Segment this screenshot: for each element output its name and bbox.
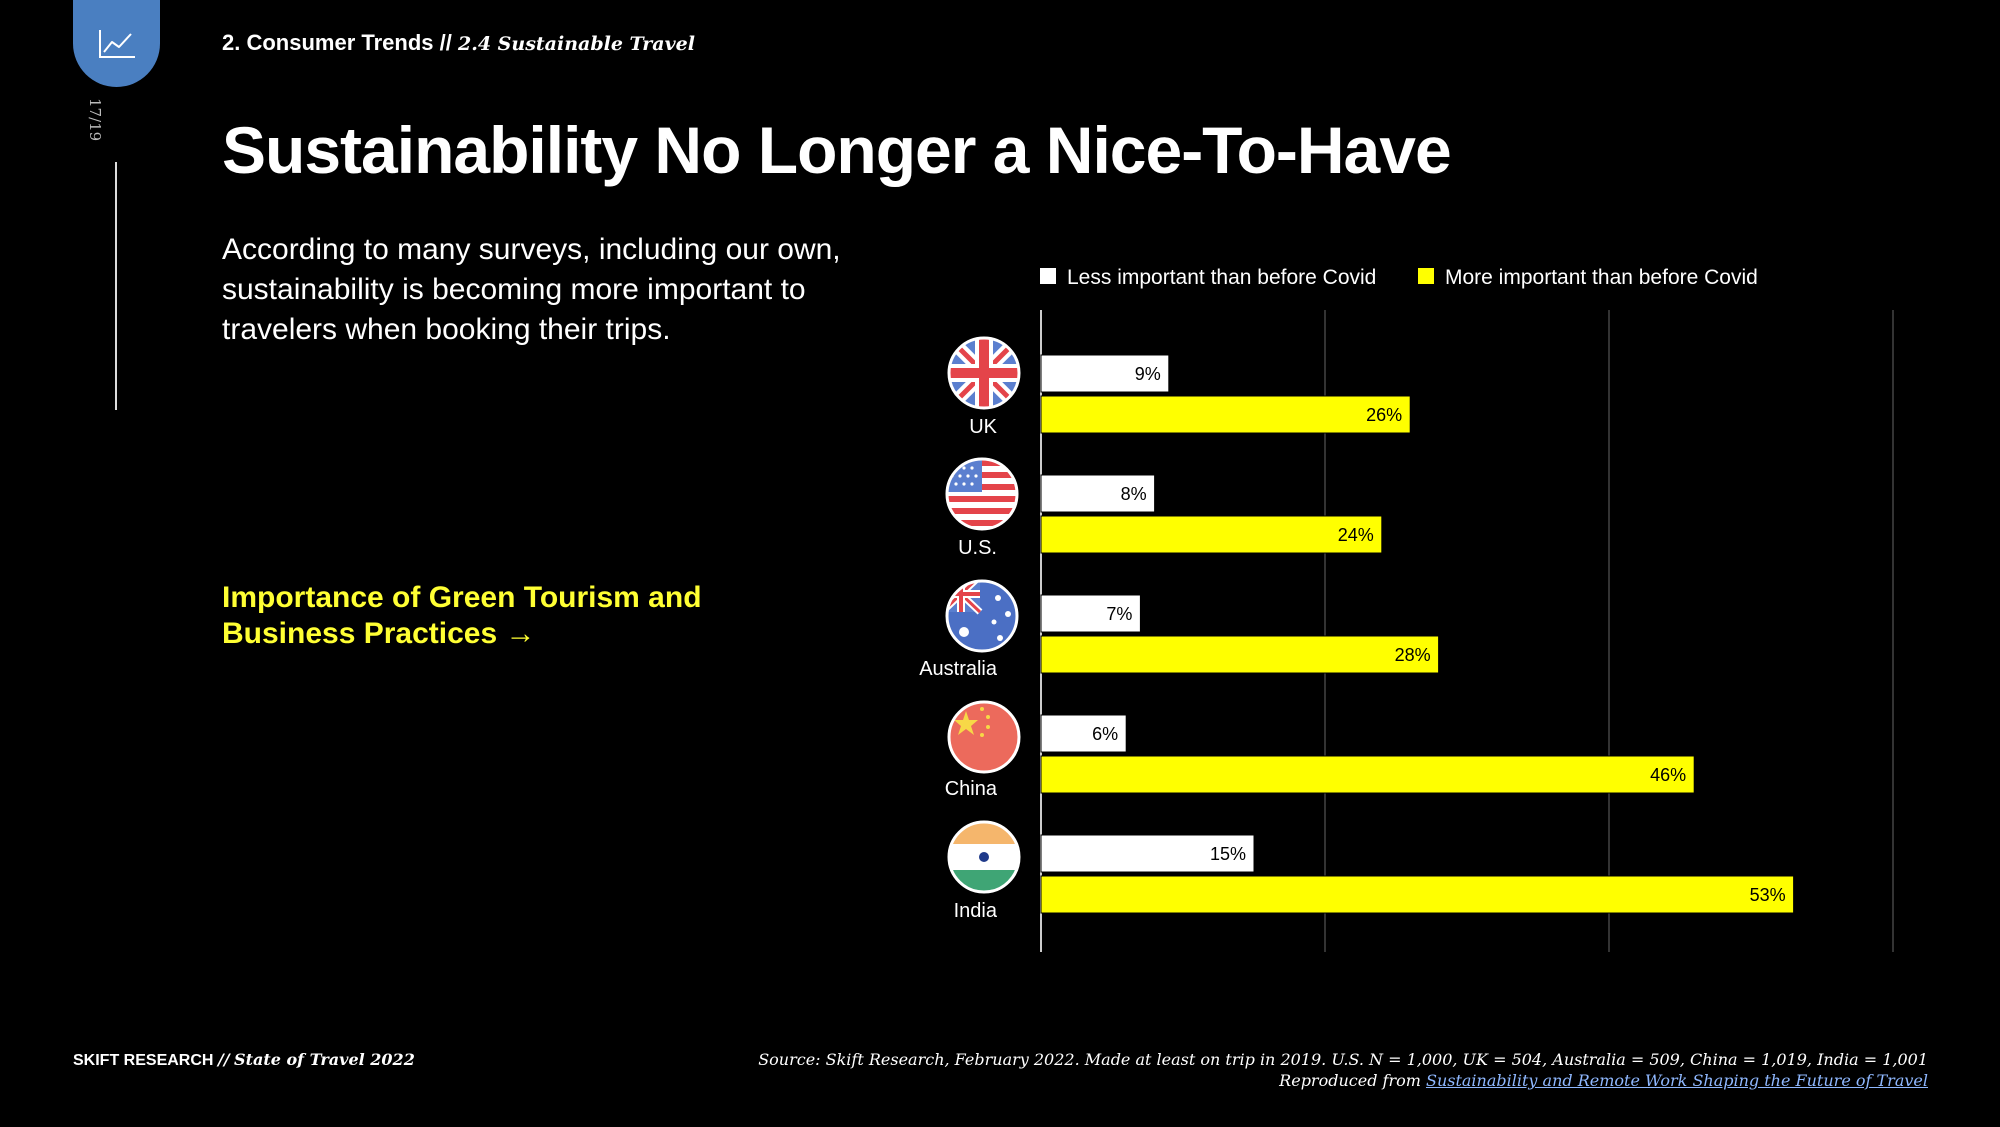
category-label: U.S. xyxy=(958,537,997,559)
bar-value-label: 7% xyxy=(1106,604,1132,624)
bar-value-label: 15% xyxy=(1210,844,1246,864)
bar-value-label: 26% xyxy=(1366,405,1402,425)
line-chart-icon xyxy=(98,29,135,58)
category-label: China xyxy=(945,778,998,800)
importance-bar-chart: 9% 26% UK 8% 24% U.S. 7% 28% Australia 6% 46% China… xyxy=(919,266,1894,952)
china-flag-icon xyxy=(947,700,1021,774)
green-tourism-link[interactable]: Importance of Green Tourism and Business… xyxy=(222,581,702,650)
footer-separator: // xyxy=(217,1050,230,1069)
brand-name[interactable]: SKIFT RESEARCH xyxy=(73,1052,214,1069)
uk-flag-icon xyxy=(947,336,1021,410)
category-label: India xyxy=(954,900,998,922)
page-title: Sustainability No Longer a Nice-To-Have xyxy=(222,113,1452,187)
section-tab[interactable] xyxy=(73,0,160,87)
bar-more-4[interactable] xyxy=(1040,875,1795,914)
bar-value-label: 46% xyxy=(1650,765,1686,785)
breadcrumb: 2. Consumer Trends // 2.4 Sustainable Tr… xyxy=(222,30,695,56)
bar-less-1[interactable] xyxy=(1040,474,1156,513)
bar-value-label: 24% xyxy=(1338,525,1374,545)
source-text: Source: Skift Research, February 2022. M… xyxy=(758,1050,1928,1069)
bar-more-2[interactable] xyxy=(1040,635,1440,674)
category-label: UK xyxy=(969,416,997,438)
footer-source: Source: Skift Research, February 2022. M… xyxy=(758,1049,1928,1091)
bar-more-3[interactable] xyxy=(1040,755,1695,794)
breadcrumb-separator: // xyxy=(439,30,452,55)
bar-value-label: 53% xyxy=(1750,885,1786,905)
source-report-link[interactable]: Sustainability and Remote Work Shaping t… xyxy=(1425,1071,1928,1090)
legend-swatch xyxy=(1040,268,1056,284)
bar-value-label: 6% xyxy=(1092,724,1118,744)
footer-brand: SKIFT RESEARCH // State of Travel 2022 xyxy=(73,1050,415,1070)
bar-less-2[interactable] xyxy=(1040,594,1141,633)
legend-label: More important than before Covid xyxy=(1445,266,1758,289)
reproduced-prefix: Reproduced from xyxy=(1279,1071,1421,1090)
india-flag-icon xyxy=(947,820,1021,894)
intro-text: According to many surveys, including our… xyxy=(222,233,841,346)
bar-value-label: 8% xyxy=(1121,484,1147,504)
bar-less-4[interactable] xyxy=(1040,834,1255,873)
breadcrumb-subsection[interactable]: 2.4 Sustainable Travel xyxy=(458,33,695,55)
legend-swatch xyxy=(1418,268,1434,284)
australia-flag-icon xyxy=(945,579,1019,653)
bar-value-label: 28% xyxy=(1395,645,1431,665)
us-flag-icon xyxy=(945,457,1019,531)
bar-more-0[interactable] xyxy=(1040,395,1411,434)
category-label: Australia xyxy=(919,658,998,680)
bar-less-3[interactable] xyxy=(1040,714,1127,753)
bar-less-0[interactable] xyxy=(1040,354,1170,393)
breadcrumb-section[interactable]: 2. Consumer Trends xyxy=(222,30,434,55)
legend-label: Less important than before Covid xyxy=(1067,266,1376,289)
progress-line xyxy=(115,162,117,410)
bar-more-1[interactable] xyxy=(1040,515,1383,554)
publication-name: State of Travel 2022 xyxy=(234,1050,415,1069)
bar-value-label: 9% xyxy=(1135,364,1161,384)
